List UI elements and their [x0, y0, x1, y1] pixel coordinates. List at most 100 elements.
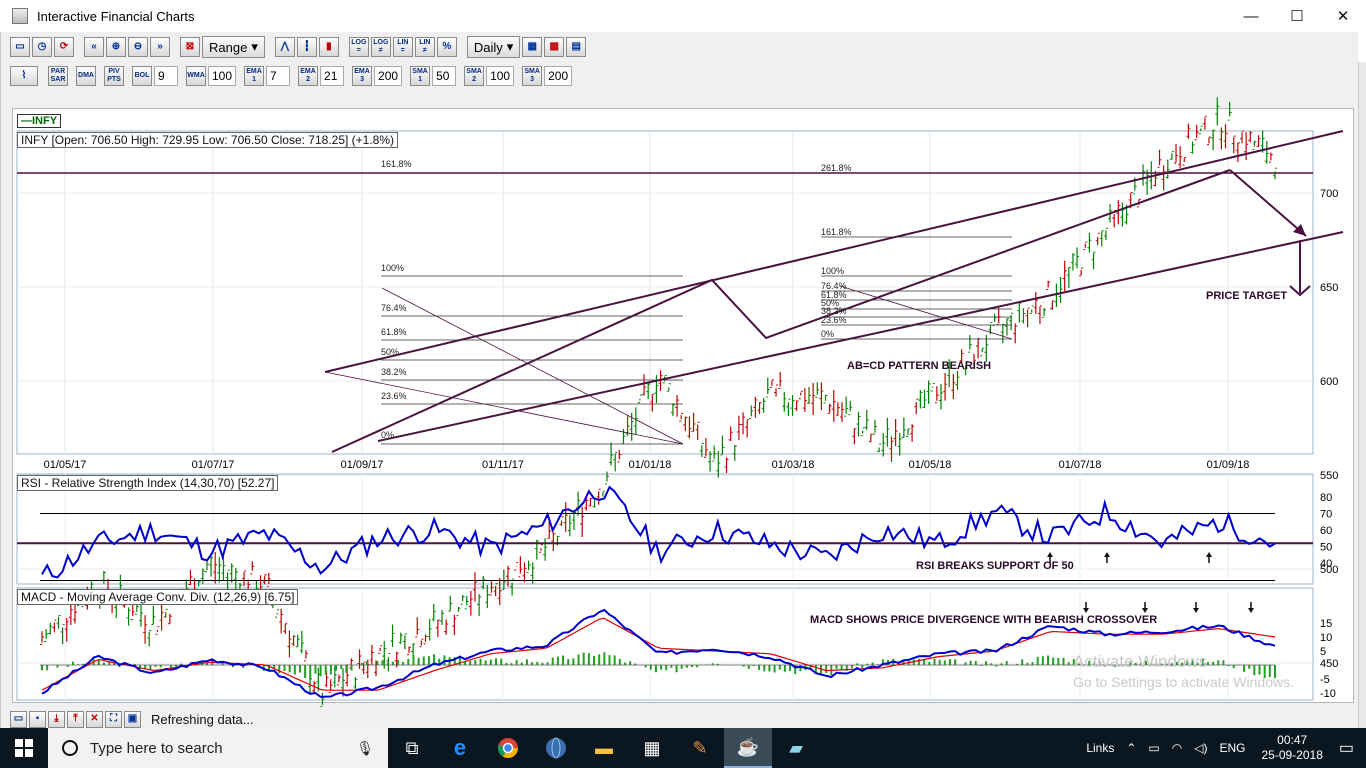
range-dropdown[interactable]: Range ▾ — [202, 36, 265, 58]
java-app-icon[interactable]: ☕ — [724, 728, 772, 768]
rsi-panel-frame — [16, 473, 1314, 585]
indicator-button[interactable]: DMA — [76, 66, 96, 86]
clock-icon[interactable]: ◷ — [32, 37, 52, 57]
import-icon[interactable]: ⤒ — [67, 710, 84, 728]
fib-level-label: 23.6% — [821, 315, 847, 325]
line-chart-icon[interactable]: ⋀ — [274, 37, 295, 57]
volume-icon[interactable]: ◁) — [1194, 741, 1208, 755]
percent-icon[interactable]: % — [436, 37, 457, 57]
indicator-period-field[interactable]: 50 — [432, 66, 457, 86]
task-view-icon[interactable]: ⧉ — [405, 737, 419, 758]
fib-level-label: 161.8% — [821, 227, 852, 237]
price-y-tick-label: 600 — [1320, 376, 1338, 388]
window-titlebar: Interactive Financial Charts — ☐ ✕ — [0, 0, 1366, 32]
channel-upper-trendline — [324, 130, 1344, 373]
price-panel-title: INFY [Open: 706.50 High: 729.95 Low: 706… — [17, 132, 399, 148]
price-y-tick-label: 550 — [1320, 470, 1338, 482]
candlestick-icon[interactable]: ▮ — [318, 37, 339, 57]
edge-browser-icon[interactable]: e — [453, 735, 467, 760]
new-window-icon[interactable]: ▭ — [10, 37, 30, 57]
print-icon[interactable]: ▣ — [124, 710, 141, 728]
minimize-button[interactable]: — — [1243, 7, 1259, 25]
macd-y-tick-label: -10 — [1320, 688, 1336, 700]
indicator-period-field[interactable]: 7 — [266, 66, 291, 86]
up-arrowhead-icon — [1206, 552, 1212, 557]
export-icon[interactable]: ⤓ — [48, 710, 65, 728]
wifi-icon[interactable]: ◠ — [1171, 741, 1183, 755]
indicator-button[interactable]: PAR SAR — [48, 66, 68, 86]
indicator-period-field[interactable]: 200 — [374, 66, 403, 86]
zoom-in-icon[interactable]: ⊕ — [106, 37, 126, 57]
indicator-button[interactable]: WMA — [186, 66, 206, 86]
indicator-button[interactable]: SMA 2 — [464, 66, 485, 86]
chevron-up-icon[interactable]: ⌃ — [1126, 741, 1137, 755]
linear-scale-icon[interactable]: LIN = — [392, 37, 413, 57]
paint-icon[interactable]: ✎ — [692, 737, 708, 758]
chart-icon[interactable]: ▦ — [522, 37, 543, 57]
taskbar-clock[interactable]: 00:47 25-09-2018 — [1261, 733, 1322, 763]
rsi-annotation: RSI BREAKS SUPPORT OF 50 — [916, 560, 1074, 572]
indicator-button[interactable]: SMA 3 — [522, 66, 543, 86]
price-y-tick-label: 500 — [1320, 564, 1338, 576]
windows-logo-icon — [15, 739, 33, 757]
links-toolbar[interactable]: Links — [1086, 741, 1115, 755]
indicator-period-field[interactable]: 9 — [154, 66, 178, 86]
zoom-out-icon[interactable]: ⊖ — [128, 37, 148, 57]
fib-level-label: 76.4% — [381, 303, 407, 313]
log-scale-alt-icon[interactable]: LOG ≠ — [370, 37, 391, 57]
taskbar-search-box[interactable]: Type here to search 🎙 — [48, 728, 388, 768]
indicator-button[interactable]: BOL — [132, 66, 152, 86]
network-icon[interactable]: ▭ — [1148, 741, 1160, 755]
scroll-left-icon[interactable]: « — [84, 37, 104, 57]
delete-icon[interactable]: ✕ — [86, 710, 103, 728]
fib-level-label: 0% — [821, 329, 834, 339]
symbol-legend[interactable]: —INFY — [17, 114, 62, 128]
microphone-icon[interactable]: 🎙 — [356, 739, 374, 756]
file-explorer-icon[interactable]: ▬ — [595, 737, 613, 758]
indicator-panel-icon[interactable]: ▤ — [566, 37, 587, 57]
save-icon[interactable]: ▪ — [29, 710, 46, 728]
chrome-browser-icon[interactable] — [484, 728, 532, 768]
maximize-button[interactable]: ☐ — [1290, 8, 1304, 25]
price-x-tick-label: 01/09/18 — [1207, 459, 1250, 471]
chart-style-icon[interactable]: ⊠ — [180, 37, 200, 57]
close-button[interactable]: ✕ — [1336, 8, 1350, 25]
calculator-icon[interactable]: ▦ — [643, 737, 661, 758]
palette-icon[interactable]: ▩ — [544, 37, 565, 57]
indicator-period-field[interactable]: 100 — [208, 66, 237, 86]
rsi-y-tick-label: 70 — [1320, 509, 1332, 521]
globe-app-icon[interactable] — [532, 728, 580, 768]
indicator-button[interactable]: EMA 2 — [298, 66, 319, 86]
vertical-scrollbar[interactable] — [1358, 62, 1366, 732]
linear-scale-alt-icon[interactable]: LIN ≠ — [414, 37, 435, 57]
indicator-period-field[interactable]: 21 — [320, 66, 345, 86]
ohlc-bars-icon[interactable]: ┇ — [296, 37, 317, 57]
fib-level-label: 23.6% — [381, 391, 407, 401]
language-indicator[interactable]: ENG — [1219, 741, 1246, 755]
macd-line — [41, 608, 1276, 698]
log-scale-icon[interactable]: LOG = — [348, 37, 369, 57]
indicator-button[interactable]: EMA 3 — [352, 66, 373, 86]
scroll-right-icon[interactable]: » — [150, 37, 170, 57]
indicator-period-field[interactable]: 200 — [544, 66, 573, 86]
refresh-icon[interactable]: ⟳ — [54, 37, 74, 57]
notes-app-icon[interactable]: ▰ — [789, 737, 803, 758]
fib-diagonal-line — [324, 371, 684, 445]
start-button[interactable] — [0, 728, 48, 768]
main-toolbar: ▭ ◷ ⟳ « ⊕ ⊖ » ⊠ Range ▾ ⋀ ┇ ▮ LOG = LOG ≠ L… — [10, 34, 587, 60]
period-dropdown[interactable]: Daily ▾ — [466, 36, 521, 58]
indicator-button[interactable]: PIV PTS — [104, 66, 124, 86]
symbol-legend-label: INFY — [32, 115, 58, 127]
notifications-icon[interactable]: ▭ — [1338, 740, 1354, 757]
indicator-button[interactable]: SMA 1 — [410, 66, 431, 86]
fit-screen-icon[interactable]: ⛶ — [105, 710, 122, 728]
indicator-chart-icon[interactable]: ⌇ — [10, 66, 38, 86]
open-folder-icon[interactable]: ▭ — [10, 710, 27, 728]
fib-diagonal-line — [381, 287, 684, 445]
rsi-y-tick-label: 40 — [1320, 558, 1332, 570]
price-x-tick-label: 01/07/18 — [1059, 459, 1102, 471]
indicator-toolbar: ⌇ PAR SAR DMA PIV PTS BOL 9 WMA 100 EMA 1 7 EMA 2… — [10, 63, 578, 89]
indicator-button[interactable]: EMA 1 — [244, 66, 265, 86]
indicator-period-field[interactable]: 100 — [486, 66, 515, 86]
